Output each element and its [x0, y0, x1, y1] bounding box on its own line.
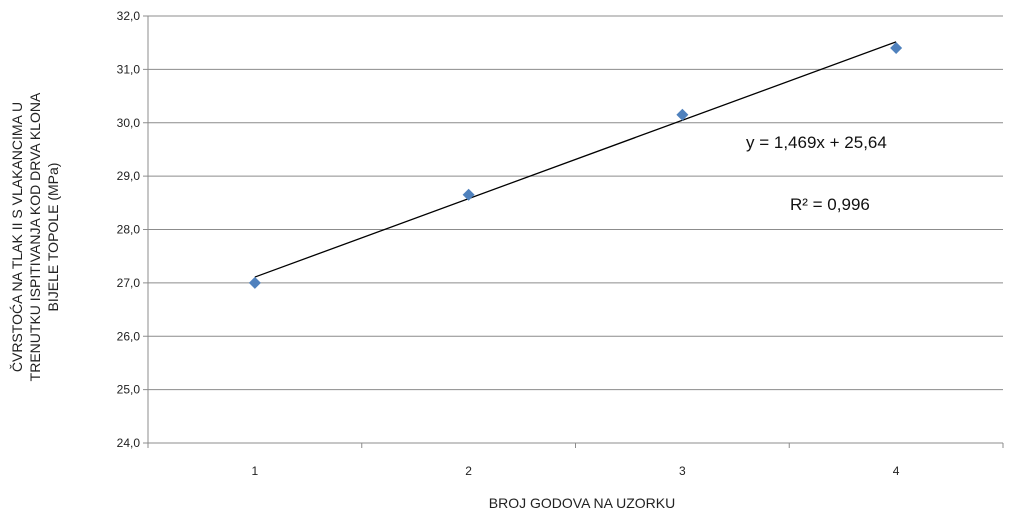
y-axis-title-line-3: BIJELE TOPOLE (MPa) [45, 163, 61, 312]
data-point [890, 42, 903, 55]
y-tick-label: 25,0 [117, 383, 141, 397]
trendline [254, 41, 897, 278]
x-tick-label: 2 [465, 464, 472, 478]
data-point [676, 108, 689, 121]
data-point [248, 276, 261, 289]
y-axis-title-line-2: TRENUTKU ISPITIVANJA KOD DRVA KLONA [27, 92, 43, 381]
y-tick-label: 31,0 [117, 62, 141, 76]
gridlines [143, 15, 1004, 448]
data-point [462, 188, 475, 201]
x-tick-label: 3 [679, 464, 686, 478]
trendline-equation: y = 1,469x + 25,64 [746, 133, 887, 152]
y-tick-label: 28,0 [117, 223, 141, 237]
y-tick-label: 24,0 [117, 436, 141, 450]
data-points [248, 42, 903, 289]
y-axis-title-line-1: ČVRSTOĆA NA TLAK II S VLAKANCIMA U [9, 102, 25, 372]
y-tick-label: 32,0 [117, 9, 141, 23]
y-tick-labels: 24,0 25,0 26,0 27,0 28,0 29,0 30,0 31,0 32,0 [117, 9, 141, 450]
y-axis-title: ČVRSTOĆA NA TLAK II S VLAKANCIMA U TRENU… [9, 92, 61, 381]
x-tick-label: 4 [893, 464, 900, 478]
y-tick-label: 27,0 [117, 276, 141, 290]
x-tick-label: 1 [252, 464, 259, 478]
y-tick-label: 29,0 [117, 169, 141, 183]
x-axis-title: BROJ GODOVA NA UZORKU [489, 495, 675, 511]
r-squared-label: R² = 0,996 [790, 195, 870, 214]
y-tick-label: 30,0 [117, 116, 141, 130]
x-tick-labels: 1 2 3 4 [252, 464, 900, 478]
y-tick-label: 26,0 [117, 329, 141, 343]
